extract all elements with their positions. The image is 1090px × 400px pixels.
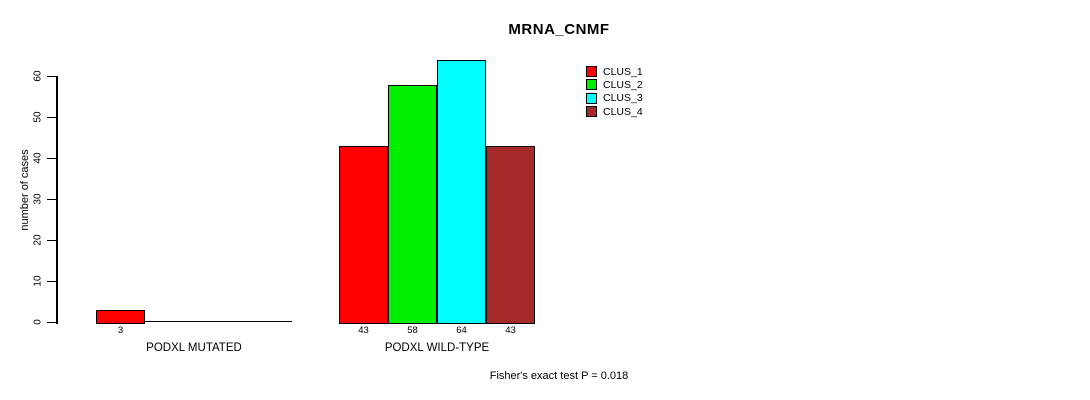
legend-swatch-icon: [586, 106, 597, 118]
bar-value-label: 58: [407, 324, 418, 336]
legend-label: CLUS_2: [603, 78, 643, 91]
legend-row: CLUS_1: [586, 65, 643, 78]
legend-label: CLUS_4: [603, 105, 643, 118]
legend-row: CLUS_4: [586, 105, 643, 118]
legend-swatch-icon: [586, 92, 597, 104]
bar: [437, 60, 486, 324]
y-axis-tick: [46, 116, 57, 119]
y-axis-tick-label: 0: [32, 319, 43, 326]
y-axis-tick-label: 50: [32, 111, 43, 123]
y-axis-tick-label: 40: [32, 152, 43, 164]
legend-row: CLUS_2: [586, 78, 643, 91]
y-axis-tick: [46, 321, 57, 324]
y-axis-tick-label: 20: [32, 234, 43, 246]
stats-annotation: Fisher's exact test P = 0.018: [489, 370, 629, 382]
legend-swatch-icon: [586, 79, 597, 91]
legend-row: CLUS_3: [586, 92, 643, 105]
y-axis-tick: [46, 75, 57, 78]
y-axis-line: [56, 76, 58, 324]
group-label: PODXL MUTATED: [146, 341, 242, 354]
bar: [388, 84, 437, 324]
bar: [486, 146, 535, 324]
bar: [339, 146, 388, 324]
bar-value-label: 64: [456, 324, 467, 336]
y-axis-tick: [46, 239, 57, 242]
x-axis-baseline: [96, 321, 292, 323]
y-axis-tick-label: 10: [32, 275, 43, 287]
y-axis-tick-label: 30: [32, 193, 43, 205]
y-axis-tick: [46, 198, 57, 201]
y-axis-tick: [46, 280, 57, 283]
legend-swatch-icon: [586, 66, 597, 77]
bar-value-label: 3: [117, 324, 124, 336]
legend-label: CLUS_3: [603, 92, 643, 105]
chart-title: MRNA_CNMF: [508, 21, 610, 38]
bar-value-label: 43: [505, 324, 516, 336]
y-axis-label: number of cases: [19, 149, 31, 231]
bar: [96, 310, 145, 324]
legend-label: CLUS_1: [603, 65, 643, 78]
bar-value-label: 43: [358, 324, 369, 336]
y-axis-tick: [46, 157, 57, 160]
group-label: PODXL WILD-TYPE: [384, 341, 490, 354]
y-axis-tick-label: 60: [32, 70, 43, 82]
legend: CLUS_1 CLUS_2 CLUS_3 CLUS_4: [586, 65, 643, 118]
